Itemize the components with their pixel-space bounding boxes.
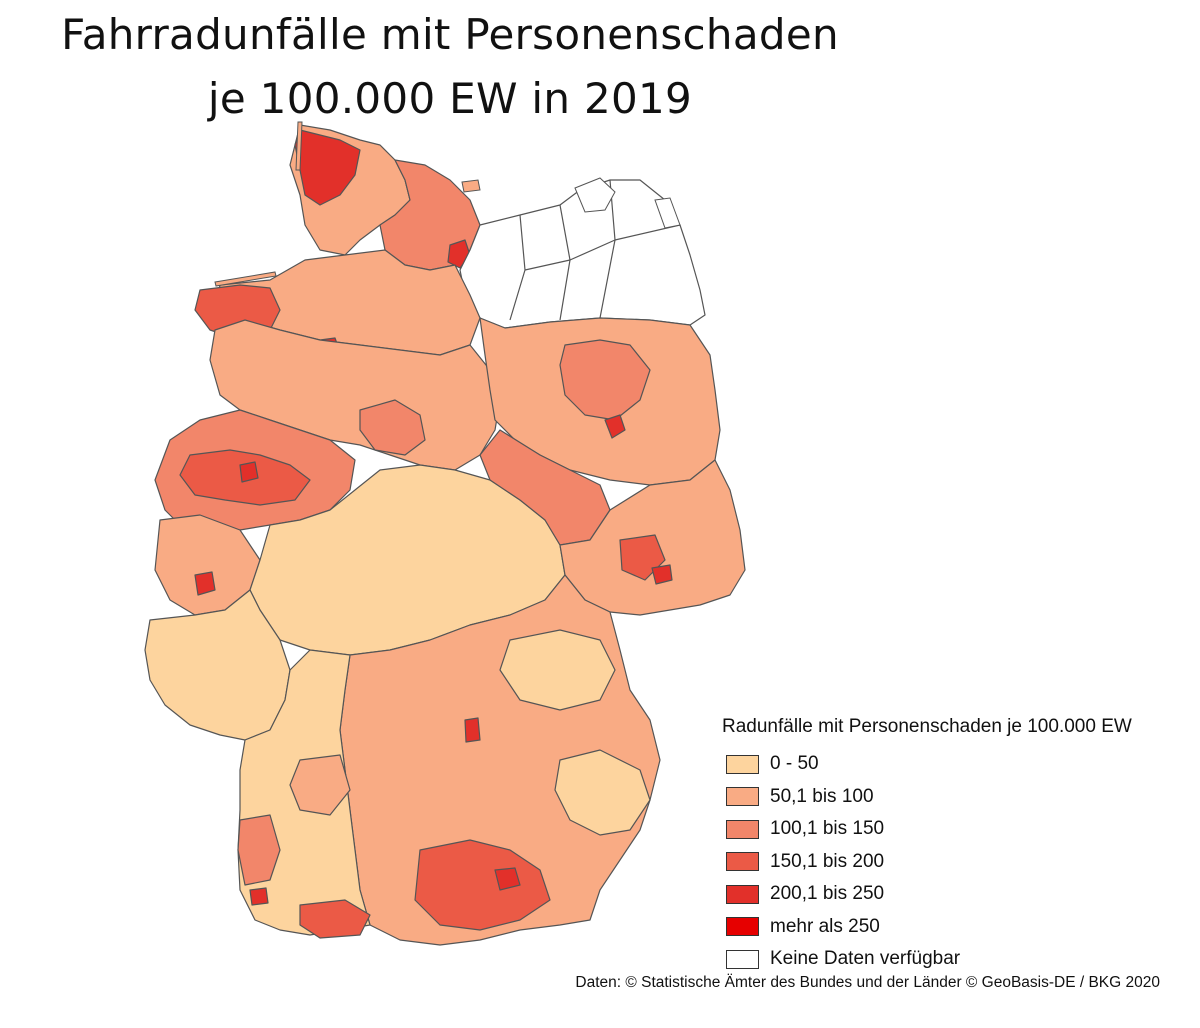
legend-item-0-50: 0 - 50 xyxy=(722,748,1132,781)
region-koeln xyxy=(194,571,216,596)
legend-item-over-250: mehr als 250 xyxy=(722,911,1132,944)
legend-label: 50,1 bis 100 xyxy=(770,785,874,807)
region-bayern-north xyxy=(499,629,616,711)
legend-label: Keine Daten verfügbar xyxy=(770,948,961,970)
region-bw-west xyxy=(237,814,281,886)
island-usedom xyxy=(654,197,681,229)
island-east-frisian xyxy=(214,271,277,287)
legend-item-50-100: 50,1 bis 100 xyxy=(722,781,1132,814)
legend-swatch xyxy=(726,852,759,872)
legend-title: Radunfälle mit Personenschaden je 100.00… xyxy=(722,716,1132,737)
region-stuttgart xyxy=(289,754,351,816)
legend-item-200-250: 200,1 bis 250 xyxy=(722,878,1132,911)
legend-swatch xyxy=(726,787,759,807)
region-freiburg xyxy=(249,887,269,906)
legend-swatch xyxy=(726,819,759,839)
region-bodensee xyxy=(299,899,371,939)
region-bayern-east xyxy=(554,749,651,836)
legend-label: 150,1 bis 200 xyxy=(770,850,885,872)
legend-label: 0 - 50 xyxy=(770,753,819,775)
region-muenster xyxy=(239,461,259,483)
region-mv-border-4 xyxy=(524,224,681,271)
legend-label: 200,1 bis 250 xyxy=(770,883,885,905)
island-fehmarn xyxy=(461,179,481,193)
legend-swatch xyxy=(726,754,759,774)
legend-swatch xyxy=(726,917,759,937)
region-brandenburg-central xyxy=(559,339,651,421)
map-title-line-1: Fahrradunfälle mit Personenschaden xyxy=(61,10,839,59)
region-niedersachsen-southeast xyxy=(359,399,426,456)
legend-item-100-150: 100,1 bis 150 xyxy=(722,813,1132,846)
island-ruegen xyxy=(574,177,616,213)
legend-label: 100,1 bis 150 xyxy=(770,818,885,840)
island-sylt xyxy=(295,121,303,171)
legend-swatch xyxy=(726,949,759,969)
map-legend: Radunfälle mit Personenschaden je 100.00… xyxy=(722,716,1132,976)
legend-label: mehr als 250 xyxy=(770,915,880,937)
region-berlin xyxy=(604,414,626,439)
legend-item-no-data: Keine Daten verfügbar xyxy=(722,943,1132,976)
region-dresden xyxy=(651,564,673,585)
legend-item-150-200: 150,1 bis 200 xyxy=(722,846,1132,879)
region-nuernberg xyxy=(464,717,481,743)
legend-swatch xyxy=(726,884,759,904)
data-source-credit: Daten: © Statistische Ämter des Bundes u… xyxy=(575,974,1160,991)
region-muenchen xyxy=(494,867,521,891)
map-title-line-2: je 100.000 EW in 2019 xyxy=(207,74,693,123)
region-bayern-south xyxy=(414,839,551,931)
